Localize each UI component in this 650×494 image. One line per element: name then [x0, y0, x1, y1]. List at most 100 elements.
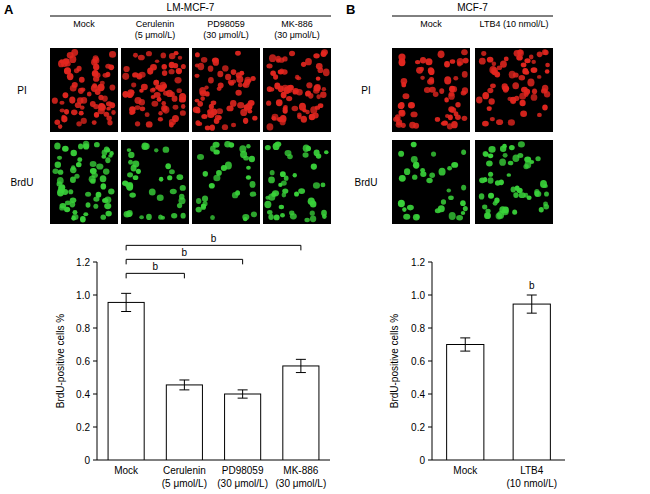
bar [225, 394, 261, 460]
nucleus [140, 106, 145, 111]
nucleus [57, 189, 64, 197]
nucleus [72, 210, 77, 215]
nucleus [103, 168, 110, 174]
nucleus [483, 152, 488, 157]
error-stem [300, 359, 301, 372]
nucleus [77, 97, 84, 104]
nucleus [133, 53, 138, 58]
nucleus [126, 212, 132, 217]
nucleus [58, 170, 63, 175]
nucleus [481, 51, 486, 56]
y-tick [428, 262, 432, 263]
y-tick [93, 328, 97, 329]
nucleus [71, 216, 76, 221]
error-cap [179, 389, 189, 390]
nucleus [272, 116, 277, 120]
nucleus [201, 204, 206, 209]
nucleus [512, 210, 517, 215]
nucleus [490, 117, 495, 121]
nucleus [179, 194, 185, 200]
nucleus [399, 110, 405, 117]
nucleus [407, 205, 414, 211]
nucleus [402, 207, 406, 212]
nucleus [309, 114, 315, 120]
nucleus [211, 109, 218, 116]
nucleus [127, 148, 132, 152]
nucleus [531, 94, 538, 101]
x-tick-label: Mock [453, 465, 478, 476]
nucleus [316, 77, 321, 81]
y-tick-label: 0.8 [76, 323, 90, 334]
y-tick [428, 361, 432, 362]
nucleus [512, 82, 519, 89]
bar [108, 302, 144, 460]
nucleus [169, 69, 175, 74]
error-bar [460, 338, 470, 351]
micrograph-bg [475, 140, 553, 224]
nucleus [286, 96, 292, 101]
nucleus [484, 212, 491, 219]
nucleus [90, 168, 97, 174]
nucleus [197, 154, 204, 160]
nucleus [61, 115, 66, 119]
nucleus [272, 190, 279, 196]
y-tick [93, 460, 97, 461]
nucleus [181, 64, 186, 69]
nucleus [401, 78, 408, 85]
nucleus [236, 75, 243, 83]
nucleus [398, 103, 404, 109]
nucleus [67, 52, 74, 58]
error-stem [126, 293, 127, 311]
nucleus [447, 123, 453, 129]
panel-letter: B [346, 2, 355, 17]
nucleus [146, 121, 153, 127]
nucleus [507, 173, 512, 177]
nucleus [138, 55, 145, 61]
nucleus [243, 83, 248, 87]
nucleus [413, 123, 419, 129]
nucleus [483, 151, 488, 156]
nucleus [456, 215, 463, 220]
micrograph [475, 48, 553, 132]
nucleus [127, 210, 133, 217]
micrograph-bg [192, 48, 260, 132]
nucleus [139, 215, 144, 219]
nucleus [502, 83, 508, 90]
micrograph-bg [50, 48, 118, 132]
nucleus [217, 71, 223, 78]
micrograph [121, 140, 189, 224]
micrograph-bg [50, 140, 118, 224]
micrograph-bg [263, 140, 331, 224]
plot-marks [447, 295, 551, 460]
nucleus [435, 117, 440, 122]
nucleus [246, 144, 251, 148]
nucleus [226, 106, 233, 112]
nucleus [413, 214, 420, 221]
nucleus [81, 118, 87, 124]
nucleus [542, 49, 548, 55]
nucleus [173, 105, 179, 110]
nucleus [433, 92, 439, 97]
nucleus [94, 142, 100, 147]
nucleus [132, 161, 139, 168]
nucleus [509, 71, 516, 79]
nucleus [277, 117, 283, 122]
nucleus [447, 166, 452, 171]
nucleus [539, 207, 544, 213]
nucleus [455, 102, 460, 108]
nucleus [313, 182, 320, 188]
nucleus [77, 157, 82, 162]
micrograph-bg [192, 140, 260, 224]
error-cap [527, 295, 537, 296]
micrograph [263, 140, 331, 224]
nucleus [439, 88, 444, 94]
nucleus [302, 108, 306, 112]
nucleus [429, 172, 435, 178]
nucleus [282, 56, 287, 61]
nucleus [499, 159, 506, 166]
nucleus [225, 74, 231, 81]
column-label: LTB4 (10 nmol/L) [480, 19, 549, 29]
nucleus [195, 52, 200, 57]
nucleus [138, 99, 145, 106]
error-cap [238, 389, 248, 390]
